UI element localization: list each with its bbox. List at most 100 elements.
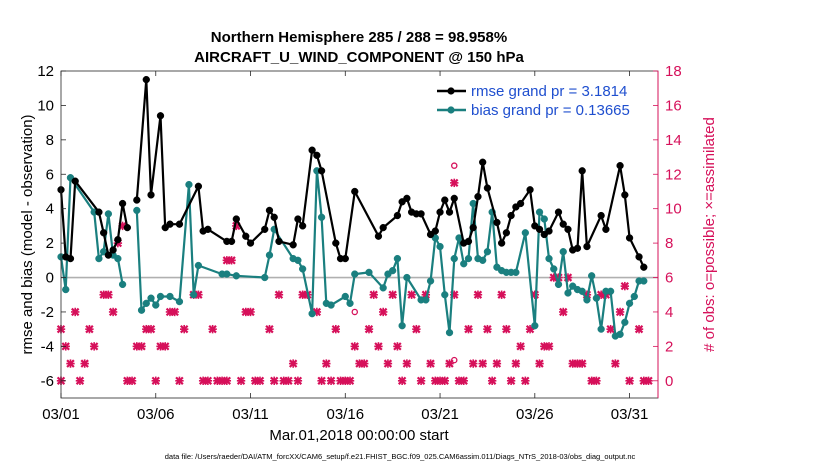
obs-assimilated-marker	[236, 376, 246, 385]
rmse-point	[341, 254, 349, 263]
rmse-point	[104, 251, 113, 259]
bias-point	[379, 284, 387, 292]
rmse-point	[351, 187, 359, 196]
y-left-tick-label: 4	[46, 201, 54, 218]
bias-point	[583, 296, 591, 304]
y-left-tick-label: -4	[41, 338, 54, 355]
x-tick-label: 03/21	[421, 406, 459, 423]
obs-assimilated-marker	[516, 342, 525, 351]
obs-assimilated-marker	[265, 324, 274, 334]
rmse-point	[71, 177, 79, 185]
bias-point	[436, 242, 444, 251]
bias-point	[531, 322, 539, 330]
y-right-tick-label: 4	[665, 304, 673, 321]
legend-rmse-swatch-marker	[447, 87, 455, 95]
rmse-point	[554, 208, 563, 216]
obs-assimilated-marker	[634, 324, 644, 334]
bias-point	[156, 292, 165, 301]
rmse-point	[616, 162, 624, 170]
obs-assimilated-marker	[535, 359, 544, 368]
obs-assimilated-marker	[360, 359, 369, 368]
bias-point	[223, 270, 231, 278]
rmse-point	[559, 220, 567, 228]
y-left-tick-label: 10	[37, 97, 54, 114]
rmse-point	[393, 211, 402, 220]
bias-point	[389, 266, 397, 275]
bias-point	[142, 299, 150, 307]
bias-point	[445, 328, 454, 337]
y-right-tick-label: 2	[665, 338, 673, 355]
rmse-point	[332, 239, 340, 247]
obs-assimilated-marker	[203, 376, 213, 385]
obs-assimilated-marker	[521, 376, 530, 385]
obs-assimilated-marker	[577, 359, 587, 368]
obs-assimilated-marker	[440, 376, 449, 385]
rmse-point	[535, 225, 544, 233]
obs-assimilated-marker	[274, 290, 284, 299]
rmse-point	[441, 196, 449, 204]
obs-assimilated-marker	[393, 342, 402, 351]
footer-data-file: data file: /Users/raeder/DAI/ATM_forcXX/…	[165, 452, 636, 461]
rmse-point	[123, 223, 131, 232]
bias-point	[640, 277, 648, 285]
obs-assimilated-marker	[326, 376, 336, 385]
rmse-point	[261, 225, 269, 233]
bias-point	[147, 294, 155, 302]
obs-assimilated-marker	[459, 376, 468, 385]
rmse-point	[564, 225, 572, 233]
obs-assimilated-marker	[544, 342, 554, 351]
rmse-point	[474, 192, 482, 201]
bias-point	[185, 180, 193, 189]
obs-assimilated-marker	[255, 376, 265, 385]
bias-point	[606, 287, 615, 295]
legend-rmse-label: rmse grand pr = 3.1814	[471, 83, 627, 100]
obs-assimilated-marker	[108, 307, 118, 317]
bias-point	[114, 254, 122, 263]
rmse-point	[246, 239, 255, 247]
obs-assimilated-marker	[511, 359, 521, 368]
bias-point	[450, 254, 458, 263]
rmse-point	[445, 208, 454, 216]
bias-point	[545, 254, 553, 263]
bias-point	[341, 292, 349, 301]
y-axis-right-label: # of obs: o=possible; ×=assimilated	[701, 117, 718, 352]
y-right-tick-label: 14	[665, 132, 682, 149]
rmse-point	[526, 186, 534, 194]
obs-assimilated-marker	[317, 376, 326, 385]
rmse-point	[313, 151, 321, 159]
bias-point	[630, 292, 638, 301]
bias-point	[232, 272, 240, 280]
x-tick-label: 03/06	[137, 406, 175, 423]
bias-point	[62, 285, 70, 294]
obs-assimilated-marker	[137, 342, 146, 351]
bias-point	[426, 277, 435, 285]
obs-assimilated-marker	[89, 342, 99, 351]
obs-assimilated-marker	[559, 307, 568, 317]
y-left-tick-label: 0	[46, 270, 54, 287]
obs-assimilated-marker	[378, 307, 388, 317]
bias-point	[559, 248, 567, 256]
obs-assimilated-marker	[127, 376, 137, 385]
bias-point	[578, 287, 586, 295]
rmse-point	[109, 246, 117, 254]
rmse-point	[232, 215, 240, 223]
bias-point	[118, 280, 127, 289]
bias-point	[422, 296, 430, 304]
y-left-tick-label: 8	[46, 132, 54, 149]
obs-assimilated-marker	[620, 281, 630, 291]
rmse-point	[175, 220, 184, 228]
obs-assimilated-marker	[246, 307, 255, 317]
obs-assimilated-marker	[611, 359, 620, 368]
y-right-tick-label: 16	[665, 97, 682, 114]
y-right-tick-label: 6	[665, 270, 673, 287]
rmse-point	[99, 229, 108, 237]
y-left-tick-label: 12	[37, 63, 54, 80]
bias-point	[346, 299, 354, 307]
y-right-tick-label: 18	[665, 63, 682, 80]
y-right-tick-label: 10	[665, 201, 682, 218]
rmse-point	[516, 199, 525, 208]
obs-assimilated-marker	[445, 359, 454, 368]
rmse-point	[242, 232, 250, 240]
rmse-point	[431, 227, 439, 235]
